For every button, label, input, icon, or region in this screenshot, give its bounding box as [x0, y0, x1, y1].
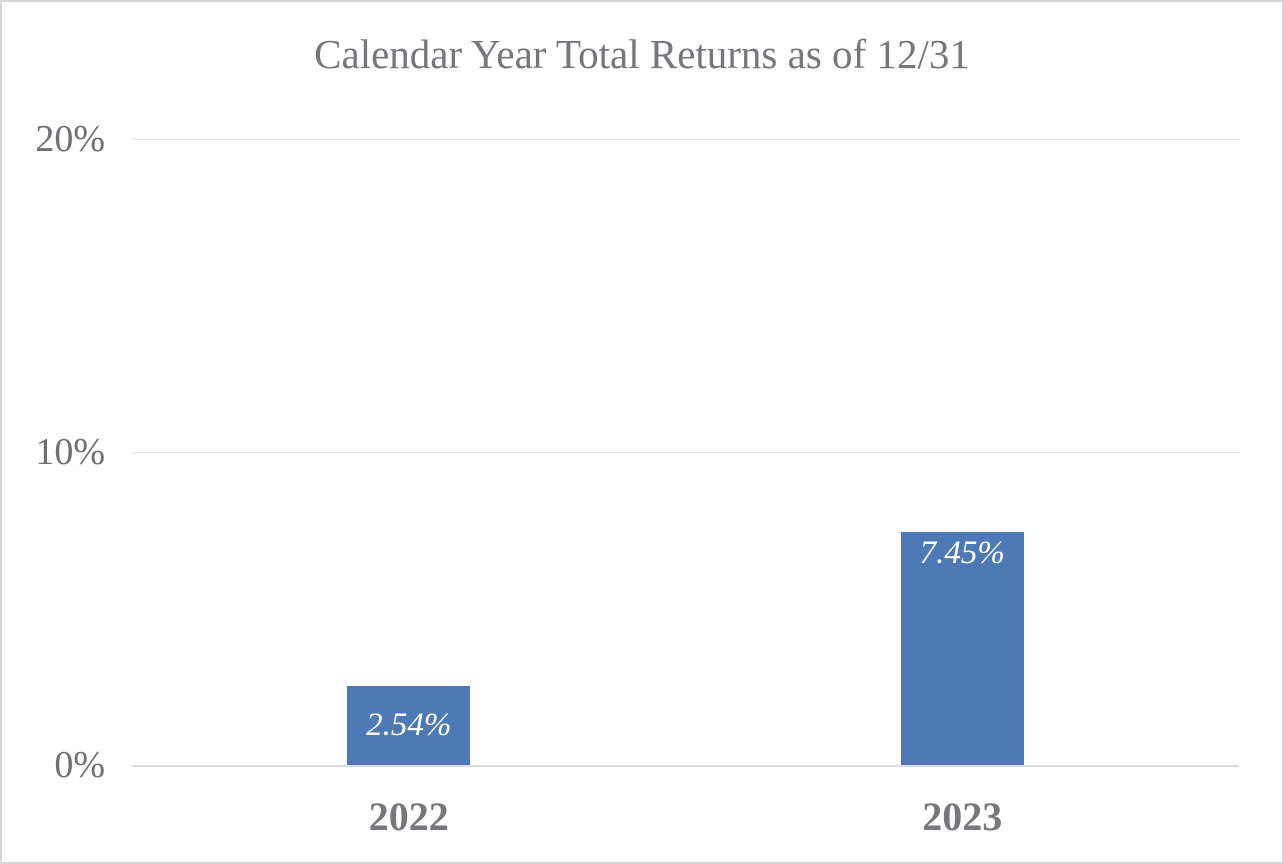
bar-value-label: 2.54% [366, 707, 452, 744]
y-tick-label: 10% [35, 431, 105, 473]
bar-2022: 2.54% [347, 685, 471, 765]
chart-title: Calendar Year Total Returns as of 12/31 [314, 31, 970, 77]
y-tick-label: 0% [54, 744, 105, 786]
x-axis-line [132, 765, 1239, 767]
gridline [132, 139, 1239, 140]
x-axis-labels: 2022 2023 [132, 783, 1239, 843]
x-tick-label: 2022 [368, 794, 449, 839]
y-tick-label: 20% [35, 118, 105, 160]
y-axis-labels: 0% 10% 20% [2, 120, 105, 784]
gridline [132, 452, 1239, 453]
bar-value-label: 7.45% [919, 534, 1005, 571]
x-tick-label: 2023 [922, 794, 1003, 839]
bar-2023: 7.45% [900, 531, 1024, 765]
plot-area: 2.54% 7.45% [132, 139, 1239, 767]
